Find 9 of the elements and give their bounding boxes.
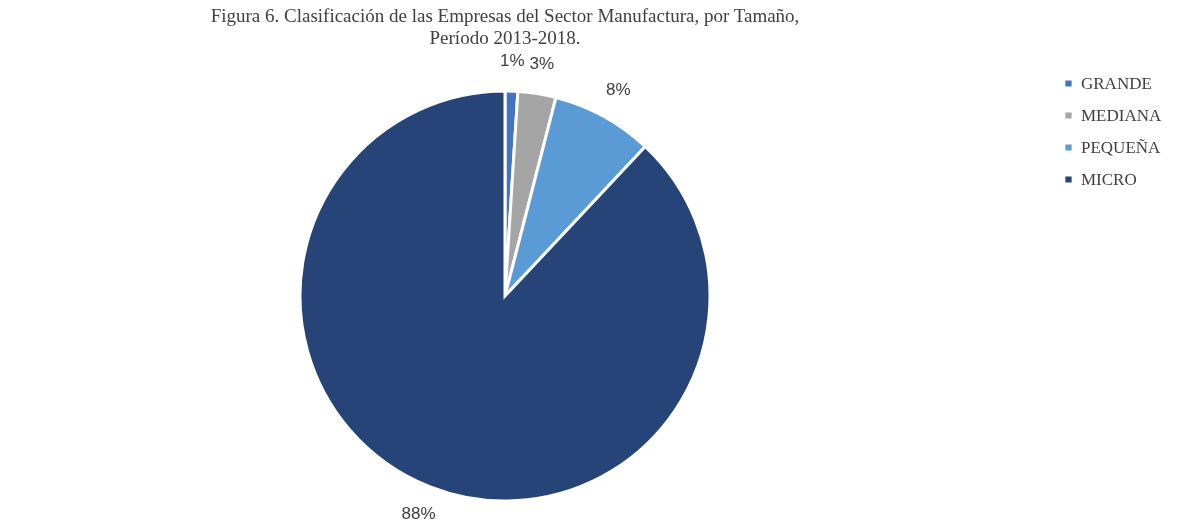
data-label: 3% [529,53,555,73]
chart-title: Figura 6. Clasificación de las Empresas del Sector Manufactura, por Tamaño, Período 2013-2018. [210,5,800,49]
legend-label: MICRO [1081,169,1137,189]
data-label: 8% [605,80,631,100]
legend-label: GRANDE [1081,73,1152,93]
data-label: 88% [401,504,436,524]
legend-label: MEDIANA [1081,105,1162,125]
data-label: 1% [500,51,525,71]
legend-label: PEQUEÑA [1081,137,1162,157]
